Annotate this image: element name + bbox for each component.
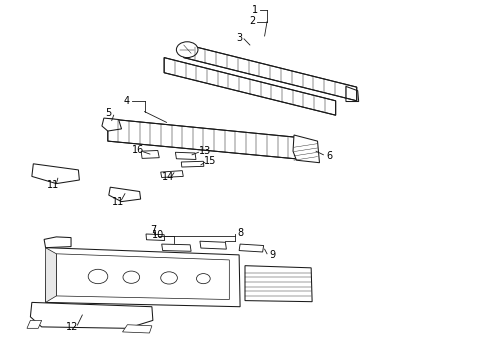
Polygon shape: [161, 171, 183, 177]
Text: 13: 13: [199, 146, 211, 156]
Polygon shape: [32, 164, 79, 184]
Text: 8: 8: [237, 228, 243, 238]
Text: 5: 5: [106, 108, 112, 118]
Text: 3: 3: [236, 33, 242, 43]
Polygon shape: [44, 237, 71, 248]
Text: 1: 1: [252, 5, 258, 15]
Circle shape: [123, 271, 140, 283]
Polygon shape: [245, 266, 312, 302]
Text: 14: 14: [162, 172, 174, 182]
Circle shape: [176, 42, 198, 58]
Polygon shape: [146, 234, 165, 240]
Polygon shape: [162, 244, 191, 251]
Polygon shape: [239, 244, 264, 252]
Text: 11: 11: [111, 197, 123, 207]
Text: 11: 11: [47, 180, 59, 190]
Polygon shape: [122, 325, 152, 333]
Text: 15: 15: [203, 156, 216, 166]
Text: 16: 16: [132, 145, 144, 156]
Polygon shape: [109, 187, 141, 202]
Text: 12: 12: [66, 322, 79, 332]
Polygon shape: [30, 302, 153, 328]
Polygon shape: [181, 161, 204, 167]
Circle shape: [196, 274, 210, 284]
Polygon shape: [108, 119, 299, 159]
Polygon shape: [184, 44, 357, 101]
Circle shape: [161, 272, 177, 284]
Text: 10: 10: [152, 230, 164, 240]
Polygon shape: [293, 135, 319, 163]
Polygon shape: [102, 118, 122, 131]
Text: 4: 4: [123, 96, 129, 106]
Polygon shape: [46, 248, 56, 302]
Circle shape: [88, 269, 108, 284]
Polygon shape: [27, 320, 42, 328]
Polygon shape: [46, 248, 240, 307]
Polygon shape: [141, 150, 159, 158]
Polygon shape: [164, 58, 336, 115]
Polygon shape: [200, 241, 226, 249]
Text: 9: 9: [269, 249, 275, 260]
Text: 7: 7: [150, 225, 156, 235]
Text: 2: 2: [249, 16, 255, 26]
Polygon shape: [175, 152, 196, 159]
Text: 6: 6: [326, 150, 332, 161]
